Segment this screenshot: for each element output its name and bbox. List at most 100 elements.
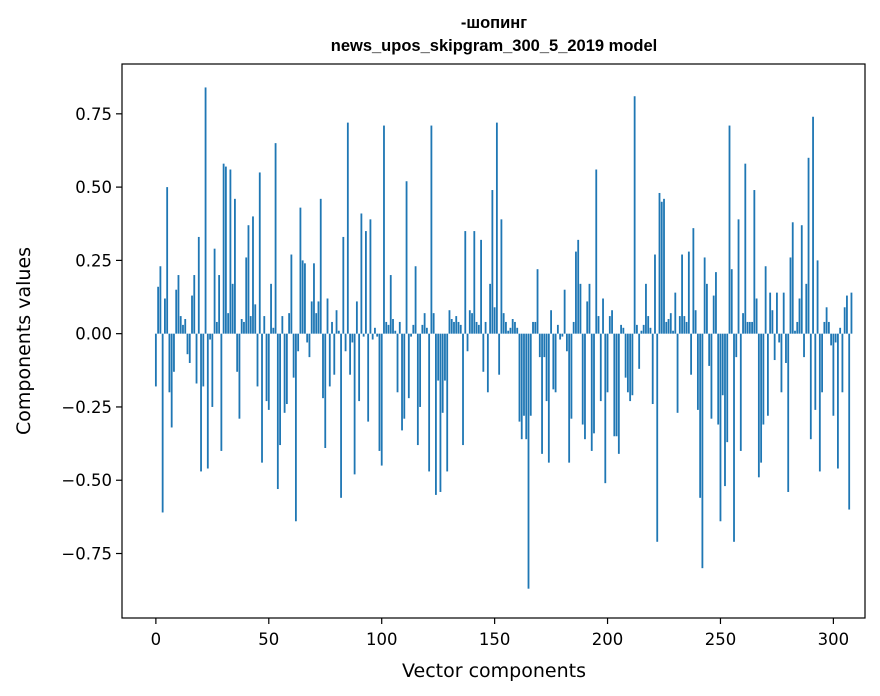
bar bbox=[764, 266, 767, 334]
bar bbox=[308, 333, 311, 358]
bar bbox=[658, 192, 661, 334]
plot-frame bbox=[121, 63, 866, 619]
bar bbox=[563, 289, 566, 334]
bar bbox=[414, 266, 417, 334]
bar bbox=[168, 333, 171, 393]
bar bbox=[617, 333, 620, 454]
bar bbox=[319, 198, 322, 334]
bar bbox=[154, 333, 157, 387]
bar bbox=[477, 324, 480, 334]
bar bbox=[624, 333, 627, 378]
bar bbox=[182, 324, 184, 334]
bar bbox=[480, 239, 482, 334]
bar bbox=[809, 333, 812, 440]
bar bbox=[825, 307, 828, 334]
bar bbox=[403, 333, 406, 419]
bar bbox=[387, 324, 390, 334]
bar bbox=[333, 333, 336, 375]
bar bbox=[821, 333, 823, 393]
x-tick-label: 0 bbox=[151, 630, 162, 649]
bar-series bbox=[154, 87, 853, 589]
bar bbox=[471, 313, 473, 334]
bar bbox=[712, 295, 715, 334]
bar bbox=[841, 333, 844, 393]
bar bbox=[773, 333, 776, 361]
bar bbox=[762, 333, 765, 425]
bar bbox=[672, 330, 674, 334]
bar bbox=[660, 201, 663, 334]
bar bbox=[726, 333, 729, 443]
bar bbox=[525, 333, 528, 440]
bar bbox=[371, 333, 374, 340]
bar bbox=[735, 333, 738, 358]
bar bbox=[733, 333, 735, 542]
bar bbox=[755, 298, 758, 334]
bar bbox=[238, 333, 241, 419]
bar bbox=[342, 236, 345, 334]
bar bbox=[365, 231, 367, 334]
bar bbox=[234, 198, 236, 334]
bar bbox=[514, 321, 516, 334]
bar bbox=[543, 333, 546, 358]
bar bbox=[265, 333, 268, 402]
bar bbox=[834, 333, 837, 343]
bar bbox=[818, 333, 821, 472]
bar bbox=[532, 321, 534, 334]
bar bbox=[552, 333, 555, 390]
bar bbox=[304, 263, 306, 334]
bar bbox=[351, 333, 354, 343]
bar bbox=[229, 169, 232, 334]
bar bbox=[367, 333, 370, 422]
bar bbox=[622, 327, 625, 334]
bar bbox=[188, 333, 191, 363]
bar bbox=[423, 313, 426, 334]
bar bbox=[222, 163, 225, 334]
bar bbox=[407, 333, 410, 399]
bar bbox=[778, 333, 781, 343]
bar bbox=[484, 321, 487, 334]
bar bbox=[599, 333, 602, 402]
bar bbox=[164, 298, 166, 334]
bar bbox=[536, 269, 539, 334]
bar bbox=[789, 257, 792, 334]
bar bbox=[376, 333, 379, 337]
bar bbox=[642, 324, 645, 334]
bar bbox=[742, 313, 744, 334]
bar bbox=[473, 231, 476, 334]
bar bbox=[794, 330, 796, 334]
bar bbox=[751, 321, 753, 334]
x-tick-label: 150 bbox=[479, 630, 511, 649]
bar bbox=[502, 313, 505, 334]
bar bbox=[807, 157, 810, 334]
bar bbox=[771, 310, 774, 334]
bar bbox=[283, 333, 286, 413]
bar bbox=[416, 333, 419, 446]
bar bbox=[448, 310, 451, 334]
bar bbox=[588, 283, 591, 334]
bar bbox=[211, 333, 214, 407]
bar bbox=[529, 333, 532, 416]
bar bbox=[173, 333, 175, 372]
bar bbox=[550, 310, 552, 334]
bar bbox=[509, 327, 512, 334]
bar bbox=[432, 313, 435, 334]
bar bbox=[200, 333, 202, 472]
bar bbox=[837, 333, 839, 469]
bar bbox=[213, 248, 216, 334]
bar bbox=[708, 333, 711, 366]
bar bbox=[301, 260, 304, 334]
bar bbox=[719, 333, 722, 522]
bar bbox=[572, 321, 575, 334]
bar bbox=[335, 310, 338, 334]
bar bbox=[206, 333, 209, 469]
bar bbox=[243, 321, 245, 334]
bar bbox=[527, 333, 530, 589]
bar bbox=[832, 333, 835, 416]
bar bbox=[157, 286, 160, 334]
bar bbox=[396, 333, 399, 393]
bar bbox=[608, 316, 611, 334]
bar bbox=[667, 319, 670, 334]
bar bbox=[645, 283, 647, 334]
bar bbox=[412, 324, 415, 334]
bar bbox=[358, 333, 361, 402]
